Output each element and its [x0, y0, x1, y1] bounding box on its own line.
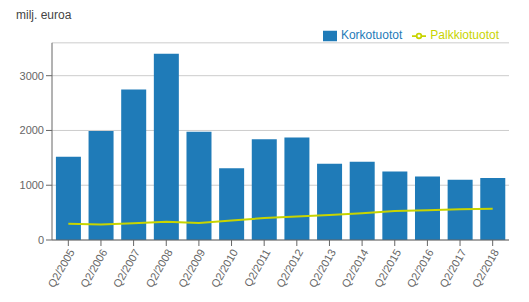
svg-text:Q2/2014: Q2/2014 — [339, 247, 370, 290]
svg-text:3000: 3000 — [20, 70, 44, 82]
svg-text:Q2/2012: Q2/2012 — [274, 247, 305, 290]
svg-text:Q2/2015: Q2/2015 — [372, 247, 403, 290]
svg-text:Q2/2016: Q2/2016 — [404, 247, 435, 290]
svg-text:1000: 1000 — [20, 179, 44, 191]
svg-text:Q2/2010: Q2/2010 — [209, 247, 240, 290]
svg-text:Q2/2005: Q2/2005 — [45, 247, 76, 290]
svg-text:Q2/2013: Q2/2013 — [306, 247, 337, 290]
html-text:milj. euroa: milj. euroa — [16, 8, 72, 22]
svg-text:Q2/2006: Q2/2006 — [78, 247, 109, 290]
svg-text:Q2/2007: Q2/2007 — [111, 247, 142, 290]
svg-text:Q2/2017: Q2/2017 — [437, 247, 468, 290]
svg-text:2000: 2000 — [20, 124, 44, 136]
svg-text:Q2/2009: Q2/2009 — [176, 247, 207, 290]
svg-text:Q2/2018: Q2/2018 — [470, 247, 501, 290]
html-text:Korkotuotot: Korkotuotot — [340, 28, 403, 42]
html-text:Palkkiotuotot: Palkkiotuotot — [430, 28, 499, 42]
svg-text:Q2/2008: Q2/2008 — [143, 247, 174, 290]
svg-text:Q2/2011: Q2/2011 — [242, 247, 273, 289]
svg-text:0: 0 — [38, 234, 44, 246]
